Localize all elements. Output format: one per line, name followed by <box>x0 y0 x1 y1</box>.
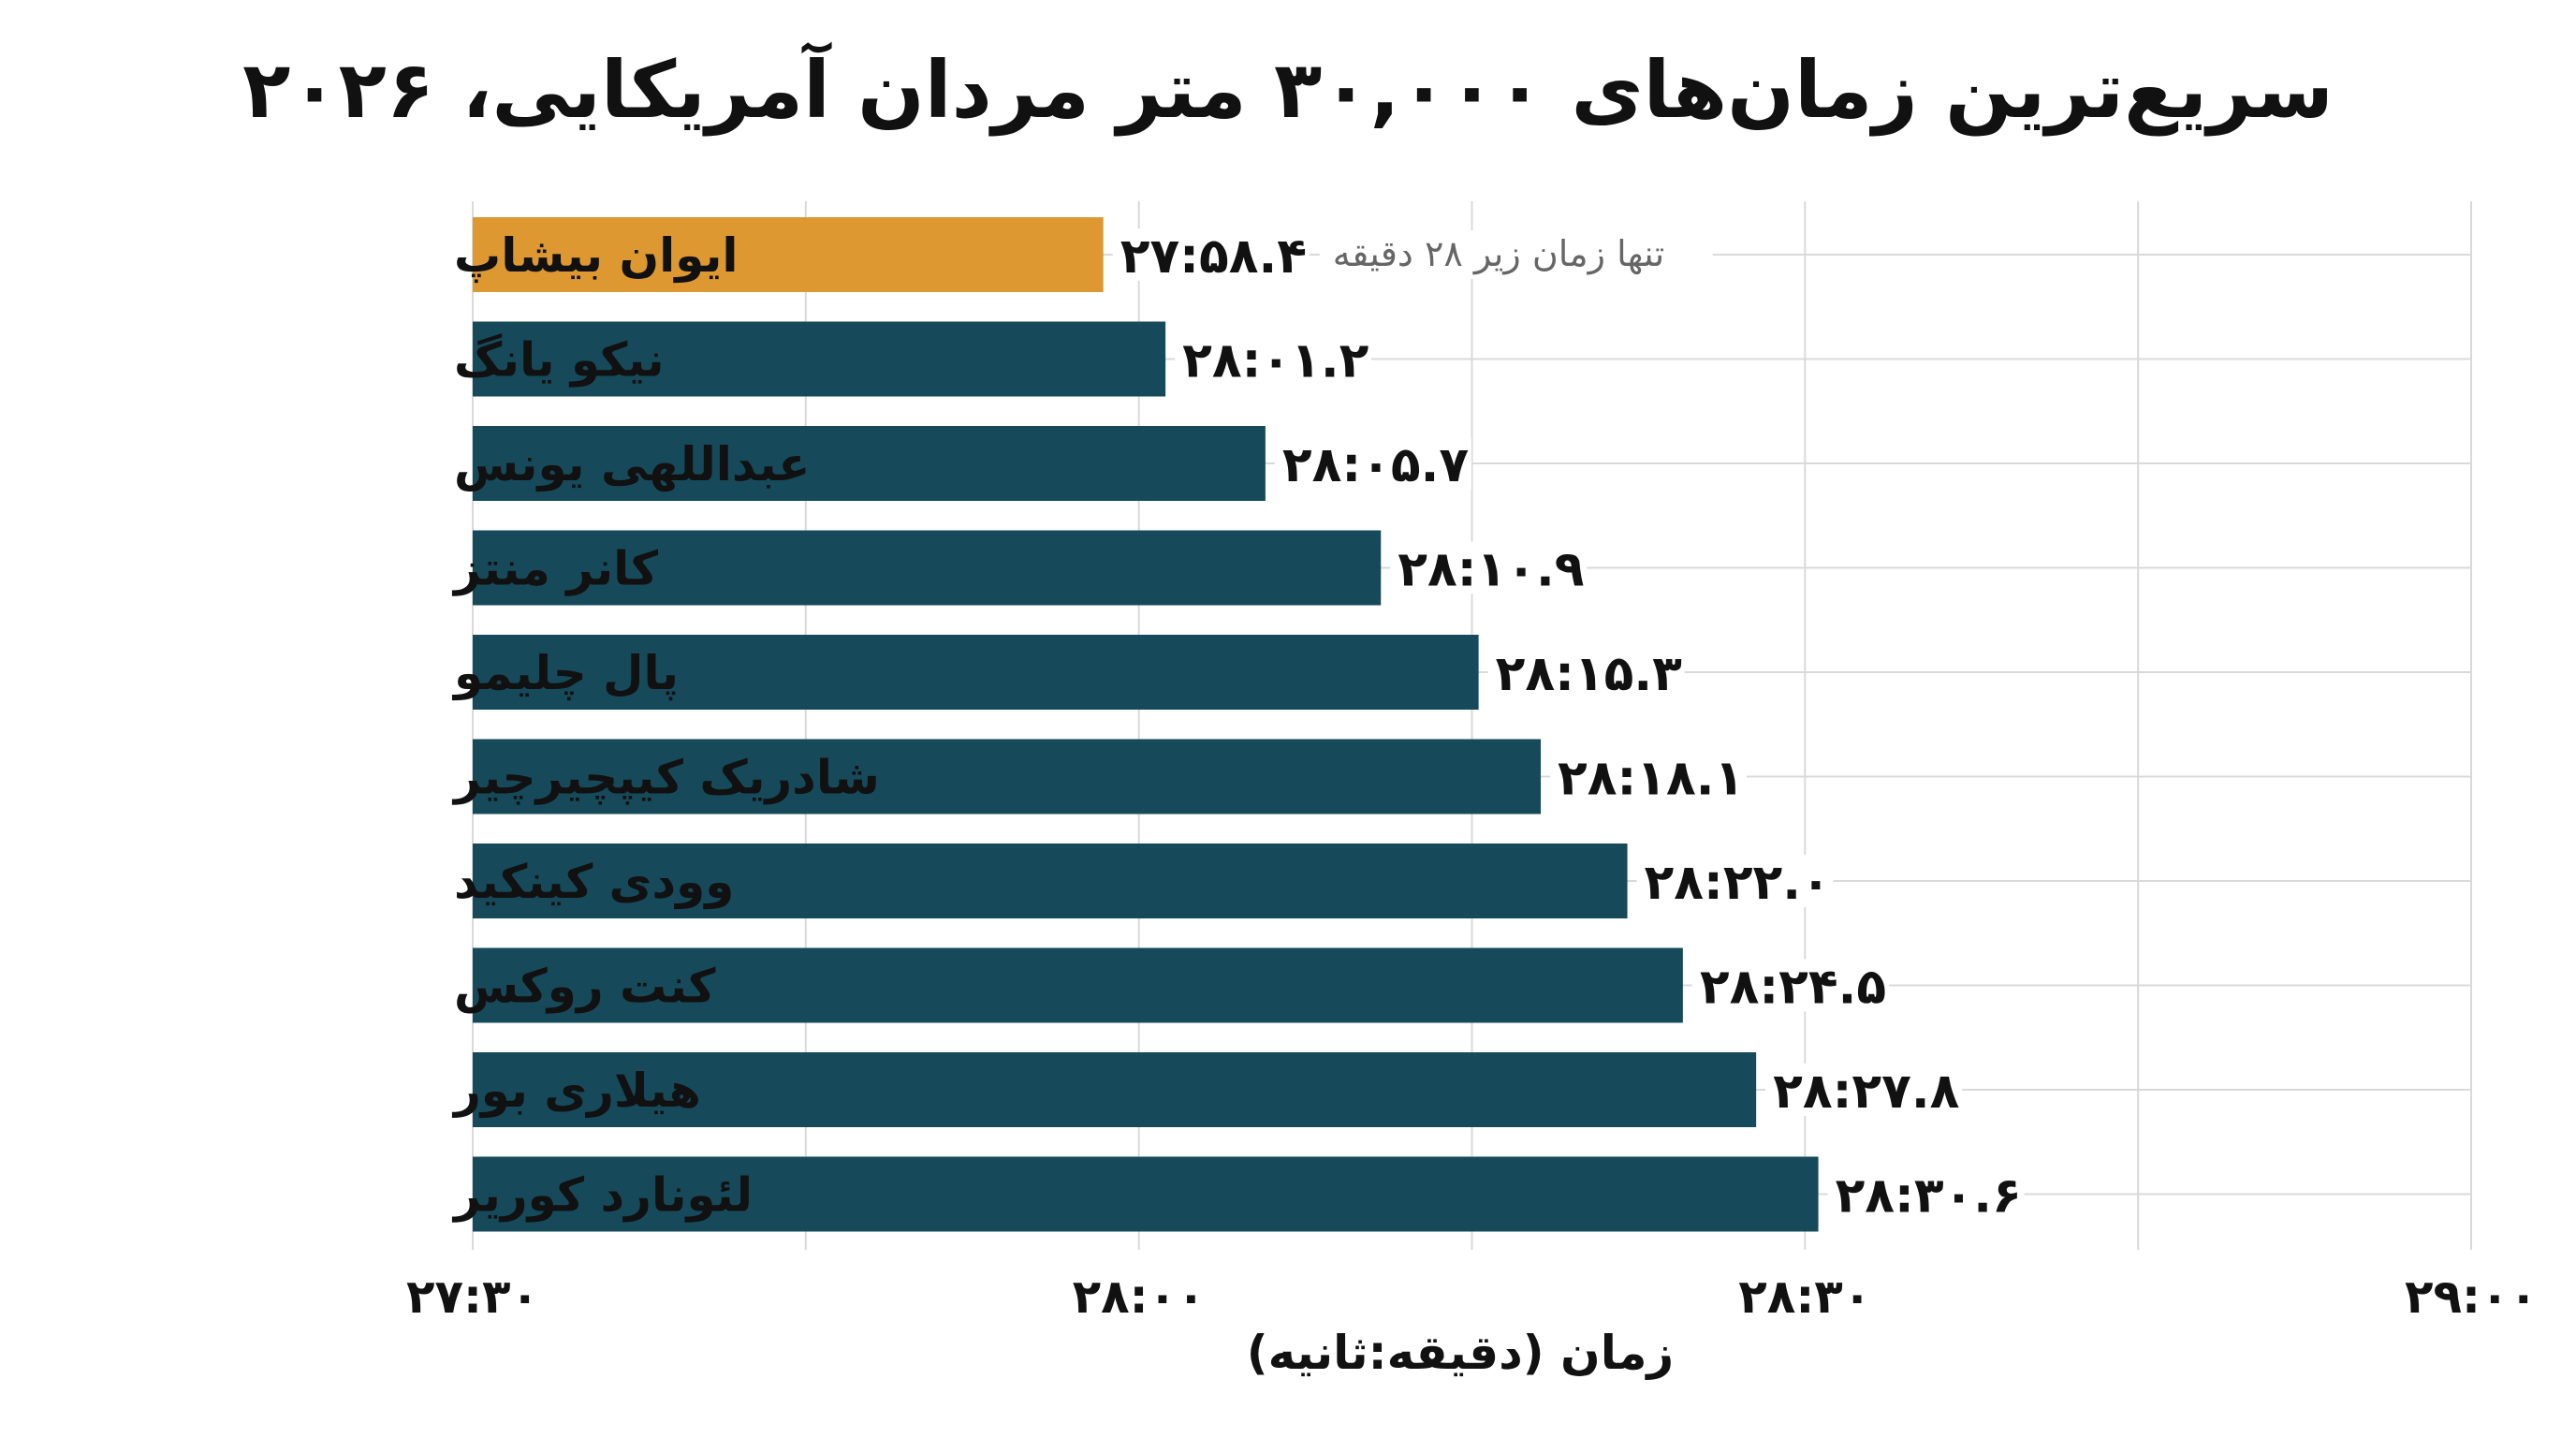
category-label: ایوان بیشاپ <box>454 228 739 284</box>
category-label: کنت روکس <box>454 960 716 1015</box>
value-label-background <box>1691 959 1889 1012</box>
value-label-background <box>1765 1064 1963 1116</box>
value-label-background <box>1636 855 1834 907</box>
value-label: ۲۷:۵۸.۴ <box>1120 228 1307 285</box>
x-axis-title: زمان (دقیقه:ثانیه) <box>1247 1326 1674 1380</box>
bar <box>473 1052 1757 1127</box>
chart-text: سریع‌ترین زمان‌های ۳۰,۰۰۰ متر مردان آمری… <box>242 41 2538 1380</box>
category-label: کانر منتز <box>451 542 659 597</box>
bar <box>473 739 1542 814</box>
category-label: لئونارد کوریر <box>451 1168 753 1224</box>
bar <box>473 1156 1819 1232</box>
value-label: ۲۸:۱۵.۳ <box>1496 646 1683 702</box>
annotation: تنها زمان زیر ۲۸ دقیقه <box>1333 233 1665 275</box>
value-label-background <box>1112 228 1310 281</box>
value-label: ۲۸:۱۸.۱ <box>1558 751 1744 807</box>
x-tick-label: ۲۸:۰۰ <box>1073 1269 1206 1324</box>
bar <box>473 426 1266 501</box>
category-label: هیلاری بور <box>451 1064 701 1119</box>
value-label-background <box>1487 646 1685 698</box>
category-label: عبداللهی یونس <box>454 437 810 492</box>
category-label: وودی کینکید <box>454 855 734 910</box>
chart-title: سریع‌ترین زمان‌های ۳۰,۰۰۰ متر مردان آمری… <box>242 41 2334 137</box>
category-label: نیکو یانگ <box>454 333 665 389</box>
bar <box>473 217 1104 292</box>
x-tick-label: ۲۷:۳۰ <box>406 1269 539 1324</box>
annotation-background <box>1319 230 1713 279</box>
value-label-background <box>1827 1167 2025 1221</box>
value-label: ۲۸:۳۰.۶ <box>1836 1168 2022 1225</box>
value-label-background <box>1550 750 1748 803</box>
value-label: ۲۸:۰۱.۲ <box>1182 333 1369 389</box>
value-label: ۲۸:۲۲.۰ <box>1645 855 1831 911</box>
value-label-background <box>1175 332 1372 386</box>
bar <box>473 530 1382 606</box>
value-label: ۲۸:۲۴.۵ <box>1700 960 1886 1016</box>
category-label: شادریک کیپچیرچیر <box>451 751 880 806</box>
bar <box>473 321 1166 397</box>
bar <box>473 947 1683 1023</box>
x-tick-label: ۲۹:۰۰ <box>2405 1269 2538 1324</box>
category-label: پال چلیمو <box>451 646 679 701</box>
x-tick-label: ۲۸:۳۰ <box>1738 1269 1871 1324</box>
bars <box>473 217 1819 1232</box>
value-label-background <box>1390 541 1588 594</box>
value-label: ۲۸:۱۰.۹ <box>1398 542 1584 598</box>
value-label-background <box>1274 437 1471 490</box>
bar <box>473 635 1479 710</box>
value-label: ۲۸:۲۷.۸ <box>1773 1064 1959 1120</box>
value-label: ۲۸:۰۵.۷ <box>1282 437 1469 493</box>
bar <box>473 844 1628 918</box>
